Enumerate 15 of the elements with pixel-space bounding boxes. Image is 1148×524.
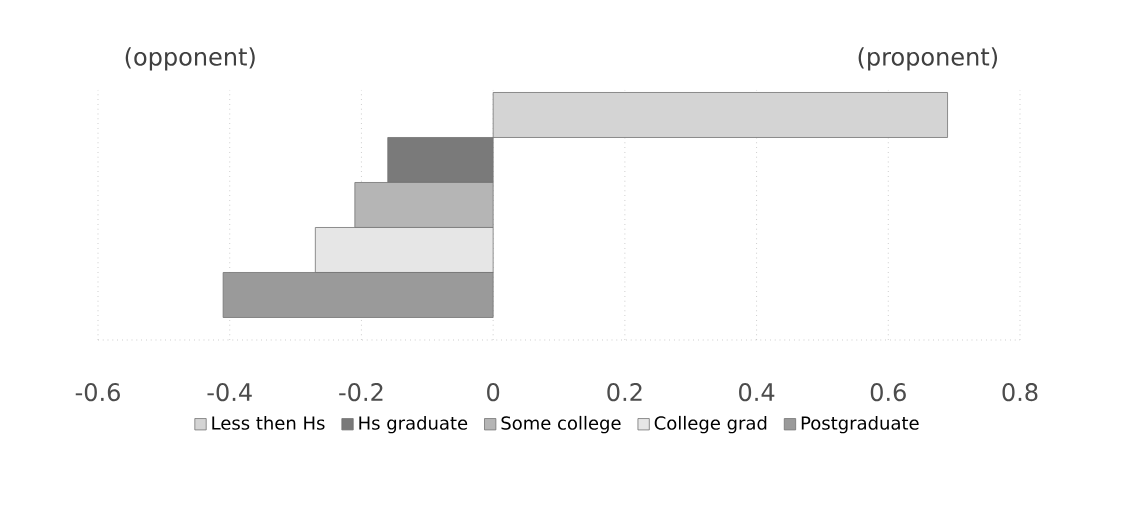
legend-label: Some college	[501, 415, 621, 434]
legend-label: College grad	[654, 415, 767, 434]
x-tick-label: -0.6	[75, 383, 120, 402]
legend-label: Hs graduate	[359, 415, 468, 434]
x-tick-label: 0.6	[870, 383, 906, 402]
x-tick-label: 0	[487, 383, 500, 402]
x-tick-label: 0.4	[739, 383, 775, 402]
x-tick-label: 0.2	[607, 383, 642, 402]
x-tick-label: -0.2	[339, 383, 383, 402]
x-tick-label: 0.8	[1002, 383, 1038, 402]
text: (opponent)	[125, 47, 255, 71]
x-tick-label: -0.4	[207, 383, 252, 402]
text: (proponent)	[858, 47, 998, 71]
legend-label: Less then Hs	[212, 415, 325, 430]
legend-label: Postgraduate	[801, 415, 919, 434]
